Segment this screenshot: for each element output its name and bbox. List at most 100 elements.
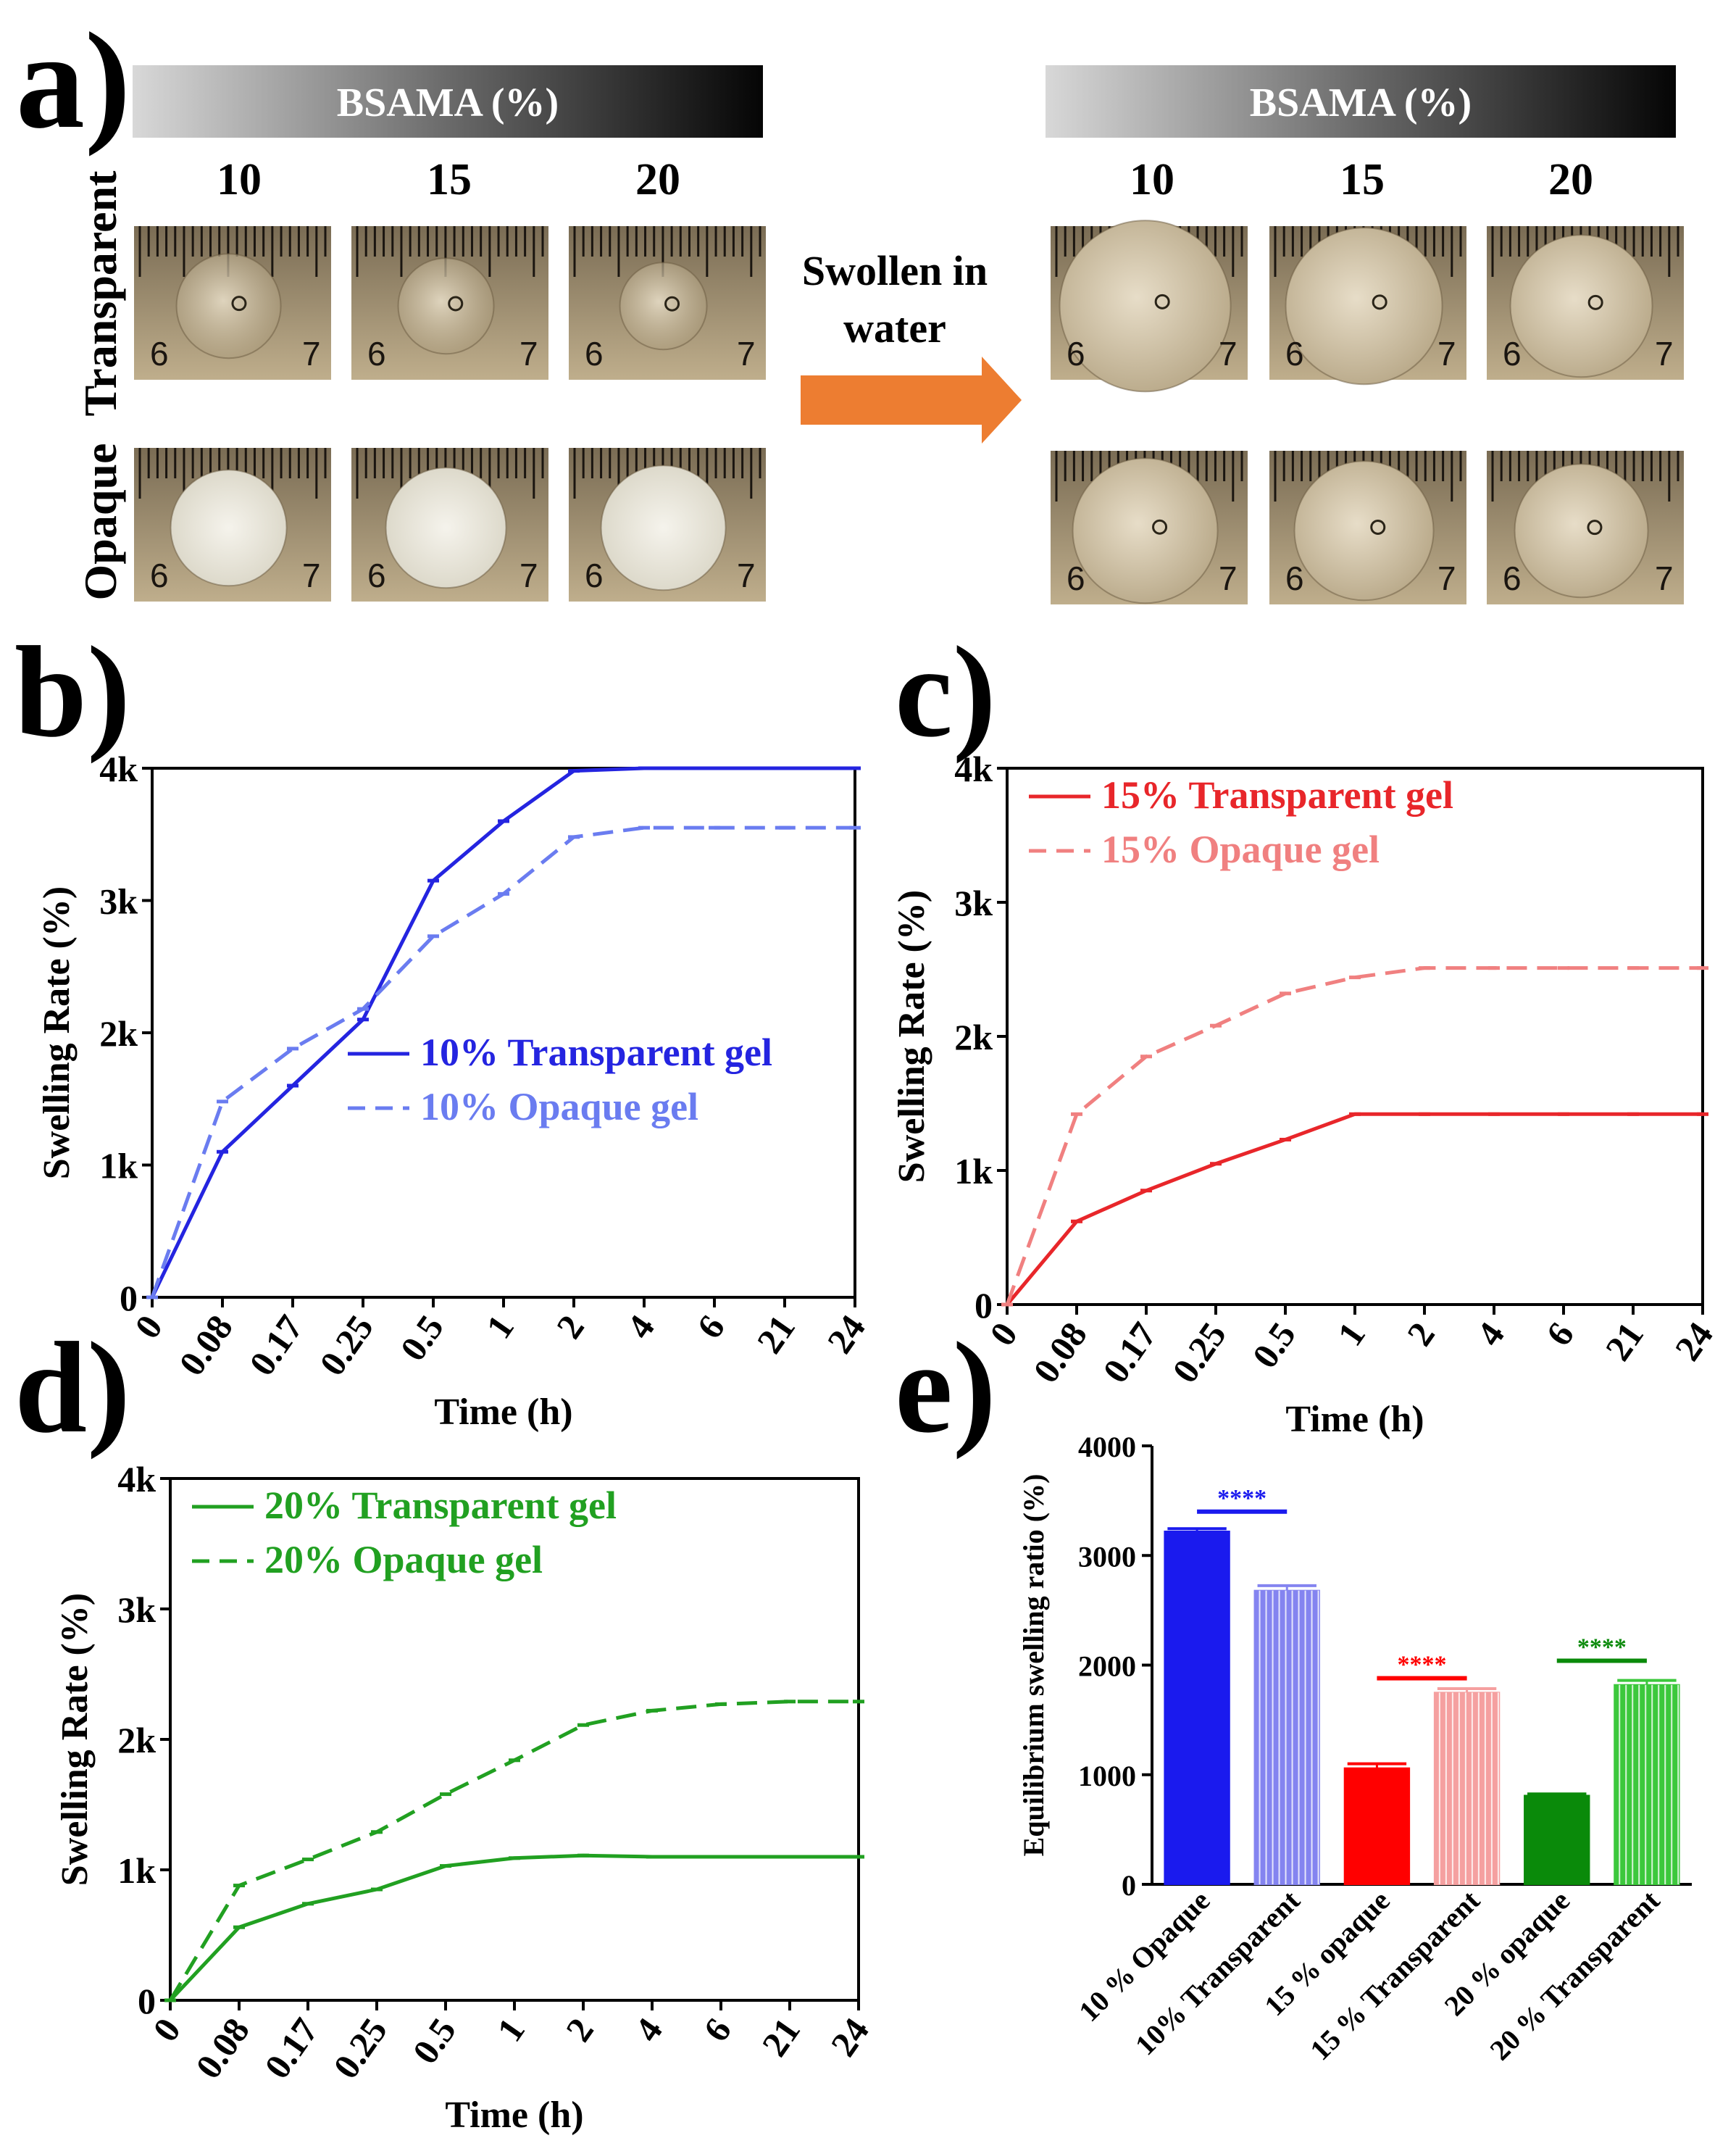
panel-label: c) xyxy=(895,620,996,764)
x-tick-label: 10% Transparent xyxy=(1129,1884,1306,2061)
x-tick-label: 2 xyxy=(558,2010,601,2049)
ruler-label-7: 7 xyxy=(1219,335,1238,373)
panel-label: e) xyxy=(895,1315,996,1460)
y-tick-label: 0 xyxy=(138,1981,156,2021)
ruler-label-6: 6 xyxy=(150,335,169,373)
bsama-header-left: BSAMA (%) xyxy=(337,80,559,125)
bar xyxy=(1164,1530,1230,1886)
x-tick-label: 21 xyxy=(754,2010,808,2063)
x-tick-label: 24 xyxy=(822,2010,877,2063)
y-tick-label: 1k xyxy=(954,1151,993,1191)
bar xyxy=(1433,1692,1501,1885)
y-tick-label: 3k xyxy=(117,1589,156,1630)
x-tick-label: 0.17 xyxy=(1095,1315,1164,1390)
x-tick-label: 0.25 xyxy=(312,1307,381,1383)
legend-label: 15% Transparent gel xyxy=(1101,773,1453,817)
y-tick-label: 2k xyxy=(954,1017,993,1057)
ruler-label-7: 7 xyxy=(302,335,321,373)
x-tick-label: 0.5 xyxy=(392,1307,451,1368)
x-tick-label: 0.17 xyxy=(241,1307,311,1383)
x-tick-label: 1 xyxy=(478,1307,522,1346)
x-tick-label: 6 xyxy=(689,1307,733,1346)
legend-label: 20% Transparent gel xyxy=(264,1484,617,1527)
x-tick-label: 0.08 xyxy=(171,1307,241,1383)
ruler-label-6: 6 xyxy=(1503,335,1522,373)
panel-label: d) xyxy=(14,1315,130,1460)
ruler-label-6: 6 xyxy=(585,557,604,594)
bar xyxy=(1524,1794,1590,1886)
x-tick-label: 2 xyxy=(1399,1315,1443,1353)
y-tick-label: 2k xyxy=(99,1013,138,1054)
ruler-label-7: 7 xyxy=(519,557,538,594)
x-tick-label: 0.08 xyxy=(188,2010,257,2086)
bar xyxy=(1343,1767,1411,1886)
conc-right-20: 20 xyxy=(1548,155,1593,204)
x-axis-label: Time (h) xyxy=(434,1392,572,1433)
y-tick-label: 1k xyxy=(117,1850,156,1891)
y-axis-label: Swelling Rate (%) xyxy=(891,890,932,1183)
ruler-label-7: 7 xyxy=(737,557,756,594)
arrow-text-line2: water xyxy=(843,304,946,352)
panel-a: a) BSAMA (%) 10 15 20 BSAMA (%) 10 15 20… xyxy=(16,5,1684,604)
x-tick-label: 6 xyxy=(1538,1315,1582,1353)
ruler-label-6: 6 xyxy=(1285,335,1304,373)
x-tick-label: 0 xyxy=(127,1307,170,1346)
x-tick-label: 0.25 xyxy=(325,2010,395,2086)
series-line-1 xyxy=(168,1700,859,2002)
x-tick-label: 1 xyxy=(1330,1315,1373,1353)
y-tick-label: 0 xyxy=(120,1278,138,1318)
bsama-header-left-bg xyxy=(133,65,763,138)
x-tick-label: 0.5 xyxy=(1244,1315,1303,1375)
y-tick-label: 4000 xyxy=(1078,1431,1136,1463)
ruler-label-7: 7 xyxy=(1655,560,1674,597)
ruler-label-6: 6 xyxy=(1067,560,1085,597)
x-tick-label: 1 xyxy=(489,2010,533,2049)
ruler-label-7: 7 xyxy=(1437,560,1456,597)
x-tick-label: 21 xyxy=(1597,1315,1651,1368)
bar xyxy=(1614,1684,1680,1886)
y-tick-label: 4k xyxy=(99,749,138,789)
series-line-0 xyxy=(1006,1112,1703,1306)
y-tick-label: 0 xyxy=(975,1285,993,1326)
x-tick-label: 20 % Transparent xyxy=(1483,1884,1666,2066)
y-tick-label: 3k xyxy=(954,883,993,923)
bar xyxy=(1253,1589,1320,1885)
x-tick-label: 24 xyxy=(819,1307,873,1360)
y-tick-label: 2000 xyxy=(1078,1650,1136,1683)
x-tick-label: 24 xyxy=(1666,1315,1721,1368)
swelling-arrow xyxy=(801,357,1022,444)
conc-right-15: 15 xyxy=(1340,155,1385,204)
legend-label: 10% Opaque gel xyxy=(420,1085,698,1128)
x-tick-label: 4 xyxy=(619,1307,662,1346)
gel-photos: 6 7 6 7 6 76 7 6 7 6 76 7 6 7 6 76 7 6 7 6 7 xyxy=(134,220,1684,604)
ruler-label-7: 7 xyxy=(737,335,756,373)
ruler-label-6: 6 xyxy=(1503,560,1522,597)
x-tick-label: 4 xyxy=(1469,1315,1512,1353)
ruler-label-7: 7 xyxy=(1437,335,1456,373)
x-tick-label: 15 % Transparent xyxy=(1303,1884,1486,2066)
x-axis-label: Time (h) xyxy=(445,2095,583,2136)
x-tick-label: 21 xyxy=(748,1307,803,1360)
x-tick-label: 4 xyxy=(627,2010,670,2049)
ruler-label-7: 7 xyxy=(519,335,538,373)
y-tick-label: 1k xyxy=(99,1146,138,1186)
x-tick-label: 6 xyxy=(696,2010,739,2049)
ruler-label-6: 6 xyxy=(150,557,169,594)
y-tick-label: 4k xyxy=(954,749,993,789)
ruler-label-6: 6 xyxy=(1285,560,1304,597)
series-line-0 xyxy=(169,1853,859,2002)
series-line-1 xyxy=(1005,966,1703,1305)
y-tick-label: 3000 xyxy=(1078,1540,1136,1573)
y-tick-label: 0 xyxy=(1122,1869,1136,1902)
x-tick-label: 0.25 xyxy=(1164,1315,1234,1390)
